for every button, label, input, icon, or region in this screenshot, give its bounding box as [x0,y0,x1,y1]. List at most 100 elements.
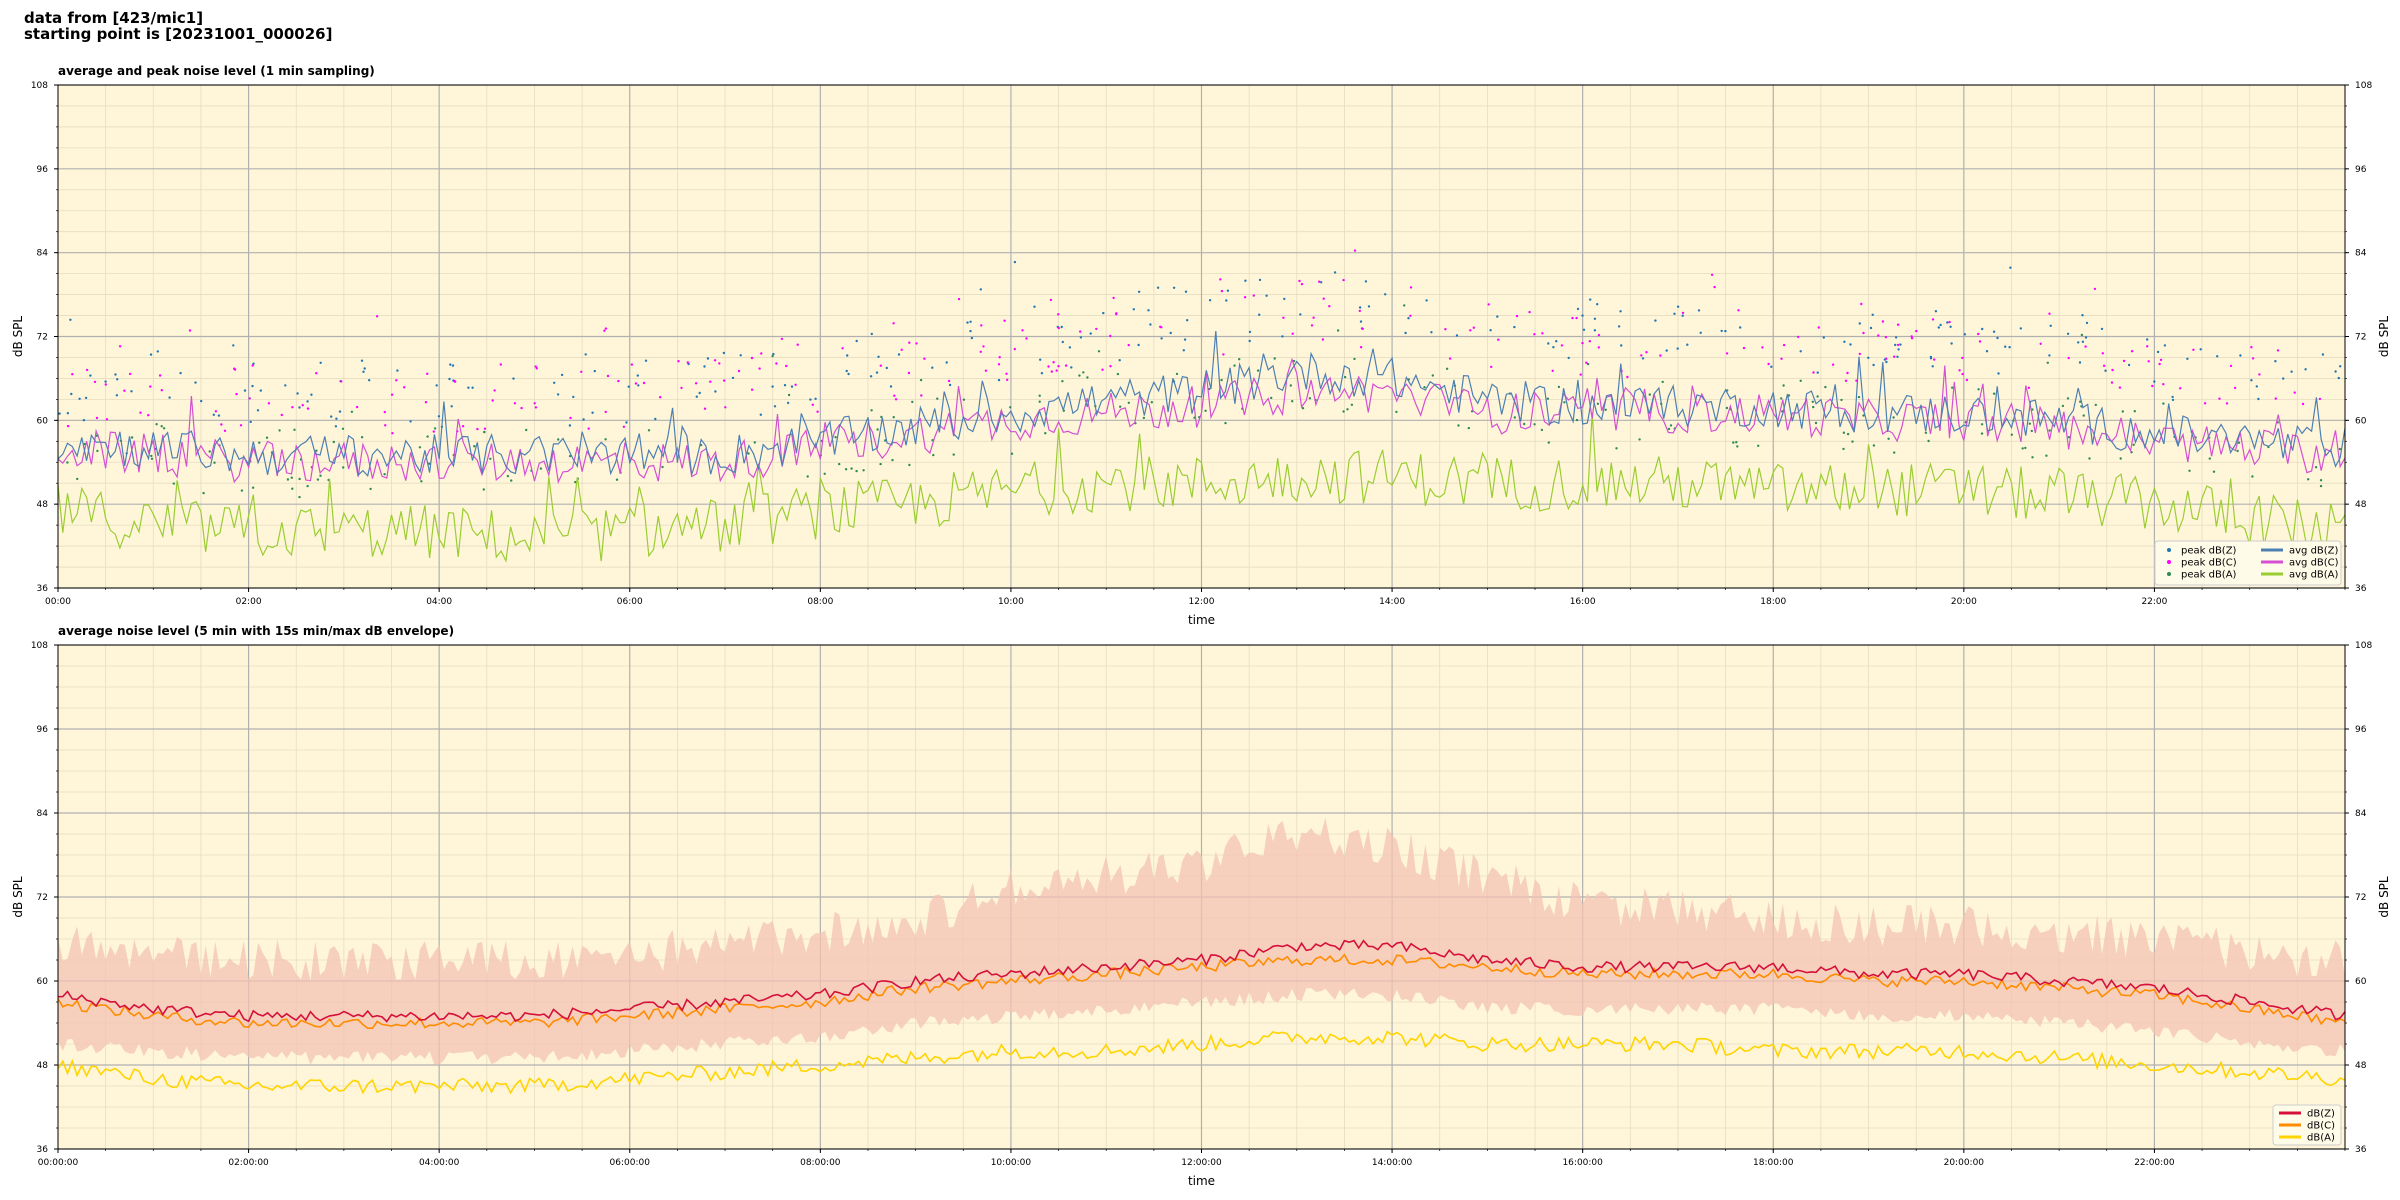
peak-a-point [2338,447,2342,451]
peak-z-point [1996,336,1999,340]
peak-z-point [1040,372,1044,375]
peak-a-point [2094,403,2097,407]
peak-c-point [1844,379,1848,382]
envelope-band [58,817,2345,1065]
peak-a-point [1615,447,1618,450]
peak-z-point [1931,365,1934,368]
peak-c-point [1409,314,1412,317]
peak-z-point [1589,298,1592,301]
peak-a-point [604,438,607,441]
peak-c-point [432,430,435,433]
peak-z-point [2156,350,2160,354]
peak-a-point [1291,400,1294,403]
peak-c-point [1109,334,1112,338]
peak-a-point [1142,416,1146,420]
peak-a-point [1667,427,1671,431]
peak-z-point [1244,279,1247,282]
peak-z-point [217,414,221,417]
peak-c-point [1115,312,1118,315]
peak-a-point [787,393,791,397]
peak-z-point [966,321,969,324]
peak-z-point [2081,314,2084,317]
peak-a-point [2031,456,2034,459]
peak-z-point [2282,377,2285,380]
peak-c-point [1050,370,1054,373]
peak-z-point [1149,323,1152,326]
peak-c-point [785,364,788,368]
peak-c-point [214,410,218,413]
peak-a-point [1780,397,1783,400]
peak-a-point [1078,374,1081,377]
peak-z-point [1899,343,1902,346]
peak-z-point [1208,299,1212,302]
peak-z-point [200,399,203,403]
peak-z-point [330,415,333,418]
peak-c-point [642,381,646,385]
peak-c-point [1220,289,1224,293]
peak-z-point [1407,317,1410,320]
peak-c-point [760,352,763,355]
peak-z-point [168,396,171,399]
peak-a-point [2188,469,2191,472]
peak-a-point [1289,384,1293,387]
peak-z-point [1739,326,1742,329]
peak-z-point [1060,325,1063,329]
x-tick-label: 00:00:00 [38,1158,79,1168]
peak-c-point [606,374,610,378]
peak-z-point [451,364,455,367]
avg-a-line [57,412,2346,563]
peak-a-point [891,458,894,462]
peak-z-point [1939,323,1942,327]
peak-z-point [409,420,412,423]
peak-z-point [553,381,556,384]
peak-a-point [936,397,939,400]
peak-z-point [1620,344,1623,347]
peak-c-point [1597,333,1601,337]
peak-a-point [2251,475,2254,478]
peak-c-point [1127,343,1130,347]
peak-c-point [1101,368,1104,371]
peak-c-point [1112,296,1115,300]
peak-c-point [233,368,237,371]
peak-z-point [970,336,974,340]
peak-z-point [790,385,794,388]
peak-z-point [2084,336,2088,339]
peak-a-point [1547,441,1551,444]
peak-a-point [1336,329,1340,332]
peak-c-point [1252,294,1256,297]
peak-z-point [449,363,452,366]
peak-a-point [2048,429,2051,432]
peak-c-point [1885,357,1888,360]
peak-z-point [714,390,717,393]
peak-c-point [139,411,142,414]
peak-c-point [1055,369,1058,372]
peak-c-point [1222,353,1225,356]
peak-z-point [1937,326,1941,329]
peak-z-point [1367,305,1371,308]
x-tick-label: 04:00:00 [419,1158,460,1168]
peak-z-point [2008,346,2011,349]
peak-a-point [208,450,211,453]
peak-c-point [499,363,502,366]
peak-c-point [1961,356,1964,360]
peak-c-point [493,389,496,392]
peak-c-point [248,397,251,400]
peak-z-point [1582,328,1586,331]
peak-z-point [1858,322,1862,325]
peak-c-point [750,388,754,391]
x-axis-label: time [1188,1174,1215,1188]
peak-z-point [1425,299,1428,302]
peak-z-point [58,412,61,415]
x-tick-label: 20:00 [1951,597,1977,607]
peak-z-point [1033,305,1036,308]
peak-z-point [877,355,880,358]
peak-z-point [897,353,901,356]
peak-c-point [291,406,294,409]
peak-z-point [556,393,560,396]
peak-c-point [1342,278,1345,282]
peak-a-point [962,398,966,401]
peak-a-point [1816,395,1819,398]
peak-z-point [1320,281,1323,284]
peak-a-point [1116,372,1120,376]
header-start: starting point is [20231001_000026] [24,25,333,43]
